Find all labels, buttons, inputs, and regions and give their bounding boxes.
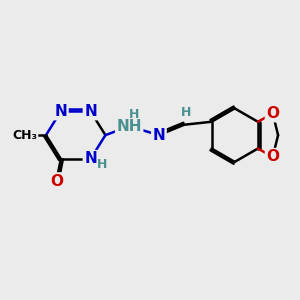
Text: O: O [50,174,63,189]
Text: CH₃: CH₃ [12,129,37,142]
Text: N: N [55,104,67,119]
Text: N: N [152,128,165,142]
Text: O: O [266,106,279,121]
Text: H: H [181,106,191,119]
Text: H: H [128,108,139,122]
Text: N: N [84,152,97,166]
Text: O: O [266,149,279,164]
Text: NH: NH [116,119,142,134]
Text: H: H [97,158,107,171]
Text: N: N [84,104,97,119]
